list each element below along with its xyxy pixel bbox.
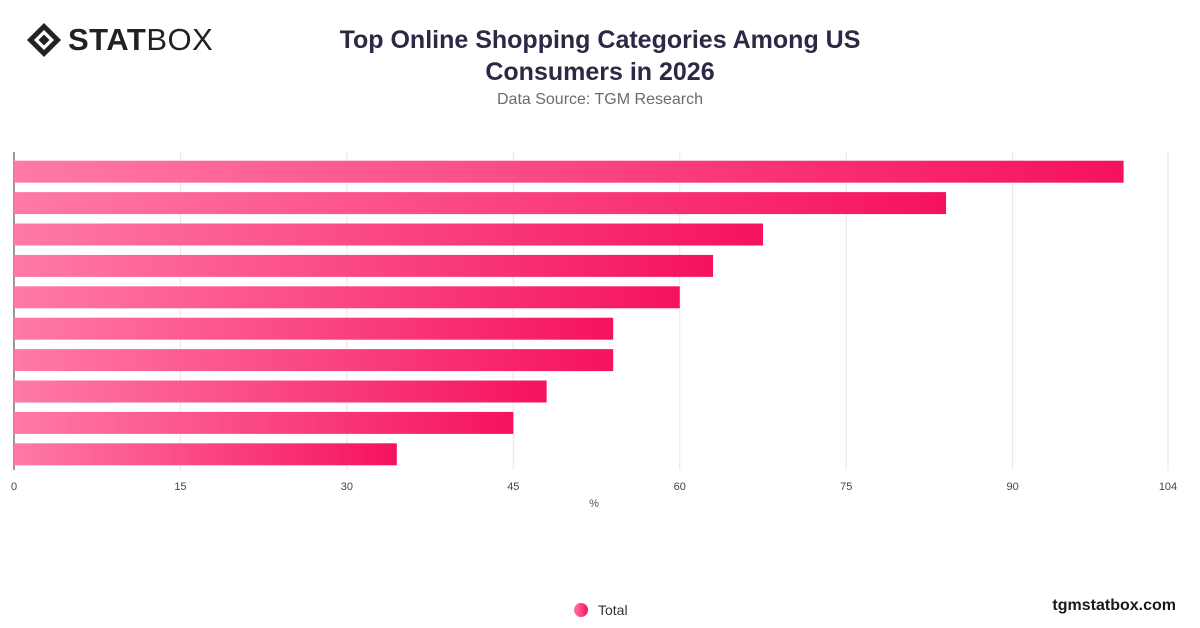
- x-tick-label: 60: [674, 481, 686, 493]
- chart-title-line-2: Consumers in 2026: [485, 58, 715, 86]
- footer-site-url: tgmstatbox.com: [1052, 597, 1176, 614]
- bar[interactable]: [14, 411, 514, 434]
- x-axis-ticks: 0 15 30 45 60 75 90 104: [11, 481, 1177, 493]
- x-tick-label: 75: [840, 481, 852, 493]
- bar[interactable]: [14, 317, 614, 340]
- legend-marker: [574, 603, 588, 617]
- x-tick-label: 0: [11, 481, 17, 493]
- bar[interactable]: [14, 286, 680, 309]
- bar[interactable]: [14, 223, 763, 246]
- brand-light: BOX: [146, 22, 214, 57]
- bar[interactable]: [14, 192, 947, 215]
- brand-bold: STAT: [68, 22, 147, 57]
- bar[interactable]: [14, 349, 614, 372]
- statbox-logo: STATBOX: [26, 22, 213, 58]
- x-tick-label: 15: [174, 481, 186, 493]
- brand-wordmark: STATBOX: [68, 22, 213, 58]
- bars: [14, 160, 1124, 466]
- bar[interactable]: [14, 443, 397, 466]
- x-axis-label: %: [589, 498, 599, 510]
- chart-title: Top Online Shopping Categories Among US …: [300, 24, 900, 88]
- chart-subtitle: Data Source: TGM Research: [496, 91, 703, 108]
- x-tick-label: 90: [1007, 481, 1019, 493]
- bar-chart: 0 15 30 45 60 75 90 104: [11, 152, 1177, 493]
- legend-label: Total: [598, 602, 628, 618]
- chart-title-line-1: Top Online Shopping Categories Among US: [339, 26, 861, 54]
- bar[interactable]: [14, 254, 714, 277]
- x-tick-label: 45: [507, 481, 519, 493]
- diamond-logo-icon: [27, 23, 61, 57]
- bar[interactable]: [14, 380, 547, 403]
- x-tick-label: 30: [341, 481, 353, 493]
- bar[interactable]: [14, 160, 1124, 183]
- x-tick-label: 104: [1159, 481, 1177, 493]
- legend[interactable]: Total: [574, 602, 628, 618]
